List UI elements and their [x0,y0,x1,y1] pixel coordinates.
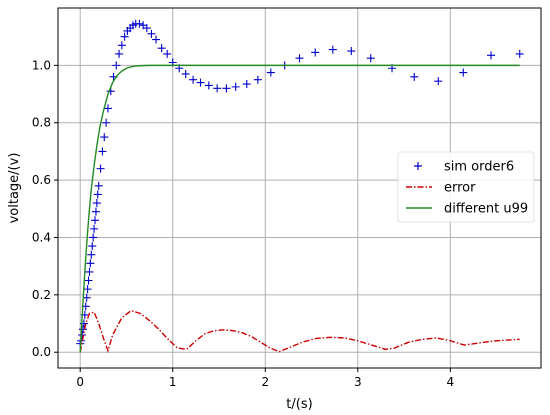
sim-order6-point [163,49,172,58]
sim-order6-point [88,242,97,251]
sim-order6-point [83,285,92,294]
sim-order6-point [266,68,275,77]
legend-label: error [444,181,476,196]
sim-order6-point [85,267,94,276]
sim-order6-point [434,77,443,86]
sim-order6-point [82,293,91,302]
plot-frame [57,7,542,369]
sim-order6-point [311,48,320,57]
sim-order6-point [147,29,156,38]
sim-order6-point [94,181,103,190]
error-line [79,309,520,354]
y-tick-label: 0.2 [32,288,51,302]
different-u99-line [79,64,520,353]
x-axis-label: t/(s) [286,397,312,412]
sim-order6-point [328,45,337,54]
sim-order6-point [487,51,496,60]
x-tick-label: 3 [354,375,362,389]
y-tick-label: 0.6 [32,173,51,187]
sim-order6-point [117,41,126,50]
sim-order6-point [112,61,121,70]
y-tick-label: 0.8 [32,116,51,130]
sim-order6-point [196,78,205,87]
legend-box [397,151,535,223]
sim-order6-point [181,69,190,78]
y-tick-label: 1.0 [32,58,51,72]
sim-order6-point [222,84,231,93]
sim-order6-point [295,54,304,63]
sim-order6-point [91,216,100,225]
sim-order6-point [459,68,468,77]
sim-order6-point [410,72,419,81]
sim-order6-point [102,118,111,127]
axis-ticks: 0 1 2 3 4 0.0 0.2 0.4 0.6 0.8 1.0 [32,58,454,389]
x-tick-label: 0 [76,375,84,389]
sim-order6-point [120,32,129,41]
sim-order6-point [87,250,96,259]
sim-order6-point [91,207,100,216]
sim-order6-point [92,199,101,208]
y-axis-label: voltage/(v) [7,153,22,224]
sim-order6-point [98,147,107,156]
y-tick-label: 0.0 [32,345,51,359]
sim-order6-point [515,49,524,58]
sim-order6-point [204,81,213,90]
sim-order6-point [93,190,102,199]
sim-order6-point [142,24,151,33]
y-tick-label: 0.4 [32,230,51,244]
sim-order6-point [78,331,87,340]
sim-order6-point [84,276,93,285]
sim-order6-point [100,133,109,142]
sim-order6-point [90,224,99,233]
sim-order6-point [157,44,166,53]
sim-order6-point [96,164,105,173]
sim-order6-point [242,80,251,89]
plot-area [76,19,524,354]
legend-label: different u99 [444,202,528,217]
sim-order6-point [189,75,198,84]
sim-order6-point [135,19,144,28]
x-tick-label: 4 [447,375,455,389]
sim-order6-point [78,325,87,334]
legend: sim order6 error different u99 [397,151,535,223]
sim-order6-point [347,47,356,56]
sim-order6-point [103,104,112,113]
sim-order6-point [89,233,98,242]
sim-order6-point [86,259,95,268]
x-tick-label: 2 [261,375,269,389]
sim-order6-point [152,35,161,44]
legend-label: sim order6 [444,160,514,175]
sim-order6-point [115,49,124,58]
sim-order6-point [253,75,262,84]
sim-order6-point [231,82,240,91]
sim-order6-point [366,54,375,63]
x-tick-label: 1 [169,375,177,389]
sim-order6-point [213,84,222,93]
legend-marker-sim-order6 [414,162,422,170]
